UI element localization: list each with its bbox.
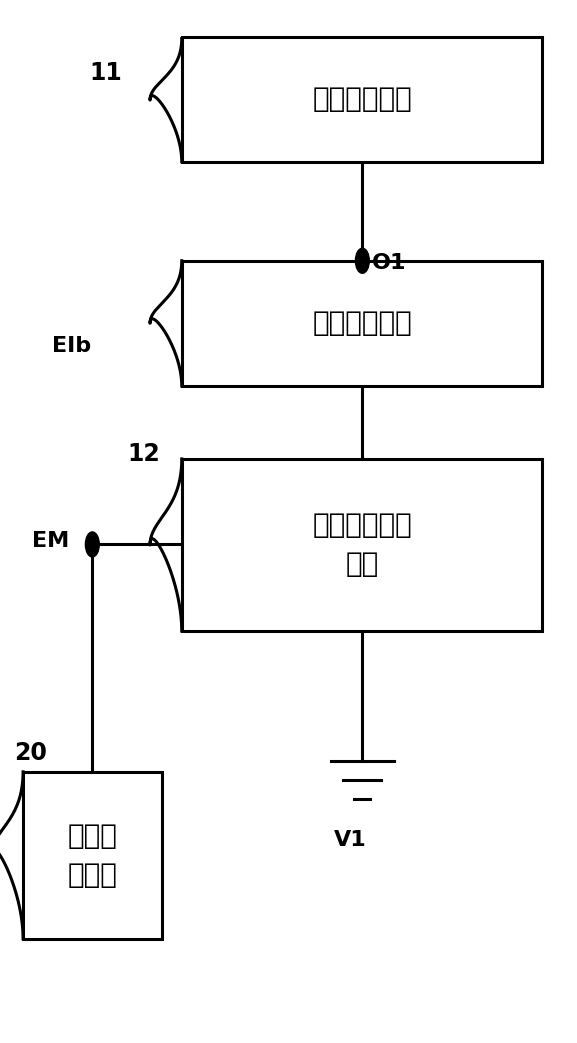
Text: EM: EM (32, 531, 69, 552)
Text: O1: O1 (372, 252, 407, 273)
Text: 蓝色发光元件: 蓝色发光元件 (312, 310, 412, 337)
Text: V1: V1 (334, 829, 366, 850)
Text: 蓝色发光控制
电路: 蓝色发光控制 电路 (312, 511, 412, 579)
Circle shape (355, 248, 369, 273)
Bar (182, 459, 542, 631)
Circle shape (85, 532, 99, 557)
Bar (23, 772, 162, 939)
Text: 蓝光调
节电路: 蓝光调 节电路 (68, 822, 117, 889)
Text: 12: 12 (127, 441, 160, 466)
Bar (182, 261, 542, 386)
Text: EIb: EIb (52, 336, 91, 357)
Text: 蓝色驱动电路: 蓝色驱动电路 (312, 86, 412, 113)
Bar (182, 37, 542, 162)
Text: 11: 11 (89, 60, 122, 86)
Text: 20: 20 (14, 741, 47, 766)
